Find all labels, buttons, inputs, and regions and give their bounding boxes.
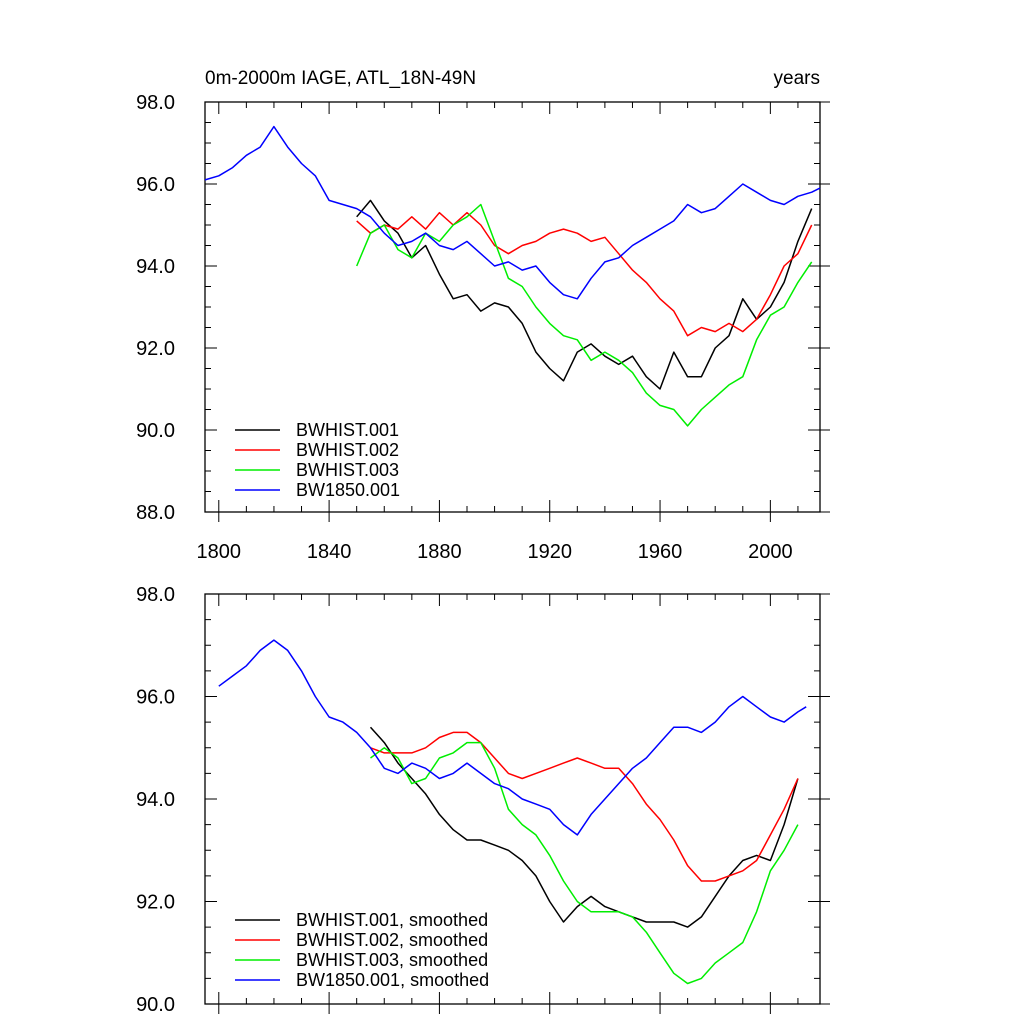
y-tick-label: 90.0 xyxy=(136,994,175,1016)
y-tick-label: 90.0 xyxy=(136,420,175,442)
x-tick-label: 1880 xyxy=(417,541,462,563)
bottom-plot-panel: 90.0 92.0 94.0 96.0 98.0 BWHIST.001, smoothe… xyxy=(136,584,830,1016)
x-tick-label: 1840 xyxy=(307,541,352,563)
legend-label: BWHIST.001, smoothed xyxy=(296,910,488,930)
x-tick-label: 1920 xyxy=(527,541,572,563)
y-tick-label: 92.0 xyxy=(136,338,175,360)
top-plot-ticks: 1800 1840 1880 1920 1960 2000 88.0 90.0 92.0 94.0… xyxy=(136,92,830,563)
series-line-2 xyxy=(356,203,813,427)
legend-label: BWHIST.001 xyxy=(296,420,399,440)
legend-label: BWHIST.003 xyxy=(296,460,399,480)
series-line-0 xyxy=(369,726,799,928)
series-line-2 xyxy=(370,741,799,985)
top-plot-panel: 0m-2000m IAGE, ATL_18N-49N years 1800 184… xyxy=(136,68,830,563)
x-tick-label: 1800 xyxy=(197,541,242,563)
legend-label: BW1850.001, smoothed xyxy=(296,970,489,990)
y-tick-label: 88.0 xyxy=(136,502,175,524)
x-tick-label: 2000 xyxy=(748,541,793,563)
y-tick-label: 94.0 xyxy=(136,256,175,278)
top-plot-units: years xyxy=(774,68,820,89)
bottom-plot-series xyxy=(218,639,807,985)
top-plot-series xyxy=(204,125,821,427)
bottom-plot-ticks: 90.0 92.0 94.0 96.0 98.0 xyxy=(136,584,830,1016)
series-line-1 xyxy=(370,731,799,882)
top-plot-title: 0m-2000m IAGE, ATL_18N-49N xyxy=(205,68,476,89)
legend-label: BWHIST.002, smoothed xyxy=(296,930,488,950)
x-tick-label: 1960 xyxy=(638,541,683,563)
y-tick-label: 96.0 xyxy=(136,174,175,196)
y-tick-label: 92.0 xyxy=(136,892,175,914)
y-tick-label: 98.0 xyxy=(136,584,175,606)
y-tick-label: 94.0 xyxy=(136,789,175,811)
legend-label: BWHIST.003, smoothed xyxy=(296,950,488,970)
y-tick-label: 98.0 xyxy=(136,92,175,114)
legend-label: BWHIST.002 xyxy=(296,440,399,460)
series-line-3 xyxy=(218,639,807,836)
series-line-3 xyxy=(204,125,821,300)
series-line-1 xyxy=(356,211,813,337)
series-line-0 xyxy=(356,199,813,390)
y-tick-label: 96.0 xyxy=(136,687,175,709)
legend-label: BW1850.001 xyxy=(296,480,400,500)
